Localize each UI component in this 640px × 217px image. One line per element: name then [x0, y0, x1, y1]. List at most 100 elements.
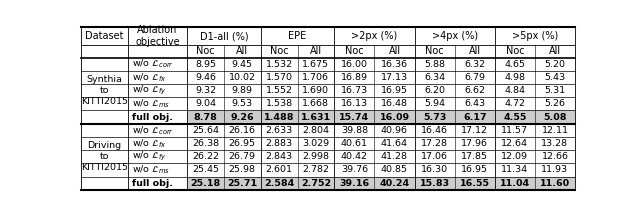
Text: All: All [388, 46, 401, 56]
Text: w/o $\mathcal{L}_{fx}$: w/o $\mathcal{L}_{fx}$ [132, 71, 166, 84]
Text: Noc: Noc [270, 46, 289, 56]
Text: 2.601: 2.601 [266, 165, 292, 174]
Text: 17.28: 17.28 [421, 139, 448, 148]
Text: 8.95: 8.95 [195, 60, 216, 69]
Text: 9.26: 9.26 [230, 113, 254, 122]
Text: 9.32: 9.32 [195, 86, 216, 95]
Text: 16.13: 16.13 [341, 99, 368, 108]
Text: 5.08: 5.08 [543, 113, 566, 122]
Text: 41.64: 41.64 [381, 139, 408, 148]
Text: 4.65: 4.65 [504, 60, 525, 69]
Text: 25.18: 25.18 [190, 179, 221, 188]
Text: 6.20: 6.20 [424, 86, 445, 95]
Bar [187, 110, 575, 124]
Text: 10.02: 10.02 [228, 73, 256, 82]
Text: Synthia
to
KITTI2015: Synthia to KITTI2015 [81, 75, 128, 106]
Text: 6.43: 6.43 [464, 99, 485, 108]
Text: 40.61: 40.61 [341, 139, 368, 148]
Text: 1.675: 1.675 [303, 60, 330, 69]
Text: 5.43: 5.43 [545, 73, 566, 82]
Text: 26.22: 26.22 [192, 152, 219, 161]
Text: 9.45: 9.45 [232, 60, 253, 69]
Text: 2.752: 2.752 [301, 179, 331, 188]
Text: 12.09: 12.09 [501, 152, 529, 161]
Text: All: All [236, 46, 248, 56]
Text: 9.46: 9.46 [195, 73, 216, 82]
Text: w/o $\mathcal{L}_{ms}$: w/o $\mathcal{L}_{ms}$ [132, 164, 170, 176]
Text: 5.88: 5.88 [424, 60, 445, 69]
Text: 4.55: 4.55 [503, 113, 527, 122]
Text: 4.72: 4.72 [504, 99, 525, 108]
Text: 12.66: 12.66 [541, 152, 568, 161]
Text: 25.64: 25.64 [192, 126, 219, 135]
Text: full obj.: full obj. [132, 113, 173, 122]
Text: w/o $\mathcal{L}_{fy}$: w/o $\mathcal{L}_{fy}$ [132, 150, 166, 163]
Text: 1.690: 1.690 [303, 86, 330, 95]
Text: 1.668: 1.668 [303, 99, 330, 108]
Text: EPE: EPE [289, 31, 307, 41]
Text: 16.95: 16.95 [381, 86, 408, 95]
Text: 11.60: 11.60 [540, 179, 570, 188]
Text: 1.631: 1.631 [301, 113, 331, 122]
Text: >4px (%): >4px (%) [431, 31, 477, 41]
Text: 16.48: 16.48 [381, 99, 408, 108]
Text: full obj.: full obj. [132, 179, 173, 188]
Text: 12.11: 12.11 [541, 126, 568, 135]
Text: 3.029: 3.029 [302, 139, 330, 148]
Text: 25.98: 25.98 [228, 165, 256, 174]
Text: Ablation
objective: Ablation objective [135, 25, 180, 47]
Text: 17.12: 17.12 [461, 126, 488, 135]
Text: Driving
to
KITTI2015: Driving to KITTI2015 [81, 141, 128, 172]
Text: 16.00: 16.00 [341, 60, 368, 69]
Text: 40.85: 40.85 [381, 165, 408, 174]
Text: w/o $\mathcal{L}_{ms}$: w/o $\mathcal{L}_{ms}$ [132, 98, 170, 110]
Text: 1.538: 1.538 [266, 99, 292, 108]
Text: 16.55: 16.55 [460, 179, 490, 188]
Text: 11.93: 11.93 [541, 165, 568, 174]
Text: 1.706: 1.706 [303, 73, 330, 82]
Text: 39.88: 39.88 [341, 126, 368, 135]
Text: 16.89: 16.89 [341, 73, 368, 82]
Text: 8.78: 8.78 [193, 113, 218, 122]
Text: 17.85: 17.85 [461, 152, 488, 161]
Text: 5.20: 5.20 [545, 60, 566, 69]
Text: Noc: Noc [426, 46, 444, 56]
Text: 12.64: 12.64 [501, 139, 529, 148]
Text: 41.28: 41.28 [381, 152, 408, 161]
Text: 5.94: 5.94 [424, 99, 445, 108]
Text: 26.95: 26.95 [228, 139, 256, 148]
Text: 16.09: 16.09 [380, 113, 410, 122]
Text: >2px (%): >2px (%) [351, 31, 397, 41]
Text: >5px (%): >5px (%) [512, 31, 558, 41]
Text: 13.28: 13.28 [541, 139, 568, 148]
Text: 6.62: 6.62 [464, 86, 485, 95]
Text: 11.04: 11.04 [500, 179, 530, 188]
Text: D1-all (%): D1-all (%) [200, 31, 248, 41]
Text: Dataset: Dataset [85, 31, 124, 41]
Text: 16.36: 16.36 [381, 60, 408, 69]
Text: Noc: Noc [506, 46, 524, 56]
Text: 16.95: 16.95 [461, 165, 488, 174]
Text: 1.552: 1.552 [266, 86, 292, 95]
Text: 25.71: 25.71 [227, 179, 257, 188]
Text: 26.79: 26.79 [228, 152, 256, 161]
Text: 2.843: 2.843 [266, 152, 292, 161]
Text: 5.26: 5.26 [545, 99, 566, 108]
Text: 4.84: 4.84 [504, 86, 525, 95]
Text: 17.96: 17.96 [461, 139, 488, 148]
Text: 40.42: 40.42 [341, 152, 368, 161]
Text: 11.34: 11.34 [501, 165, 529, 174]
Text: 11.57: 11.57 [501, 126, 529, 135]
Text: All: All [549, 46, 561, 56]
Text: 9.04: 9.04 [195, 99, 216, 108]
Text: w/o $\mathcal{L}_{fx}$: w/o $\mathcal{L}_{fx}$ [132, 137, 166, 150]
Text: w/o $\mathcal{L}_{corr}$: w/o $\mathcal{L}_{corr}$ [132, 124, 174, 136]
Bar [187, 177, 575, 190]
Text: All: All [468, 46, 481, 56]
Text: 26.16: 26.16 [228, 126, 256, 135]
Text: w/o $\mathcal{L}_{fy}$: w/o $\mathcal{L}_{fy}$ [132, 84, 166, 97]
Text: 6.79: 6.79 [464, 73, 485, 82]
Text: All: All [310, 46, 322, 56]
Text: 2.804: 2.804 [303, 126, 330, 135]
Text: 16.73: 16.73 [341, 86, 368, 95]
